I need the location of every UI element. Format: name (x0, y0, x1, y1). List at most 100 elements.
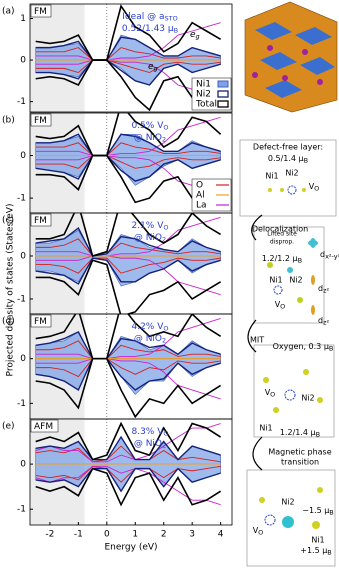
panel-label: (d) (2, 317, 15, 327)
y-tick-label: -1 (17, 399, 26, 409)
annotation-sub: O (163, 430, 168, 438)
diagram-text-sub: z² (323, 287, 329, 295)
x-tick-label: 0 (104, 530, 110, 540)
y-tick-label: 0 (20, 354, 26, 364)
panel (30, 314, 222, 419)
diagram-text-part: d (318, 284, 323, 293)
phase-label: AFM (34, 422, 53, 432)
diagram-text: Ni1 (265, 172, 278, 181)
diagram-text-sub: B (329, 509, 333, 517)
panel-label: (a) (2, 7, 15, 17)
diagram-text-part: 1.2/1.2 μ (262, 254, 298, 263)
y-tick-label: -1 (17, 294, 26, 304)
legend-swatch (217, 90, 229, 98)
diagram-text-sub: B (327, 549, 331, 557)
ni1-area (35, 229, 221, 257)
band-label-part: e (190, 30, 196, 40)
annotation: @ NiO2 (134, 133, 166, 144)
y-tick-label: -1 (17, 505, 26, 515)
legend-label: La (196, 201, 207, 211)
annotation-sub: O (163, 325, 168, 333)
dos-line (35, 113, 222, 157)
dos-line (35, 47, 221, 61)
dos-line (35, 467, 222, 507)
dos-line (35, 435, 221, 461)
annotation-part: 8.3% V (131, 427, 164, 437)
annotation-part: @ NiO (134, 439, 162, 449)
y-tick-label: 0 (20, 251, 26, 261)
dos-line (35, 213, 222, 257)
diagram-text: Ni2 (289, 276, 302, 285)
diagram-text: dz² (318, 284, 329, 295)
annotation: Ideal @ aSTO (122, 12, 177, 23)
annotation-part: @ NiO (134, 334, 162, 344)
dos-line (35, 154, 222, 204)
diagram-text-sub: x²-y² (325, 253, 339, 261)
annotation: 4.2% VO (131, 322, 168, 333)
diagram-text: VO (275, 300, 286, 311)
atoms (259, 185, 323, 529)
panel-label: (e) (2, 422, 15, 432)
band-label-part: e (148, 62, 154, 72)
y-tick-label: -1 (17, 97, 26, 107)
y-tick-label: 1 (20, 14, 26, 24)
diagram-text-part: V (253, 526, 259, 535)
dos-line (35, 330, 221, 360)
dos-line (35, 4, 222, 61)
annotation-part: 4.2% V (131, 322, 164, 332)
diagram-text-sub: B (304, 157, 308, 165)
dos-line (35, 59, 221, 74)
dos-line (35, 238, 221, 257)
annotation: 0.5% VO (131, 121, 168, 132)
diagram-text: Ni1 (259, 424, 272, 433)
band-label: eg (148, 62, 158, 73)
annotation-sub: B (174, 27, 178, 35)
panel-frame (29, 418, 233, 526)
diagram-text: Ni2 (281, 498, 294, 507)
annotation-part: 0.5% V (131, 121, 164, 131)
diagram-text: VO (265, 388, 276, 399)
y-tick-label: 0 (20, 460, 26, 470)
dos-line (35, 314, 222, 360)
diagram-text: Ni1 (269, 276, 282, 285)
diagram-text-sub: B (316, 431, 320, 439)
diagram-text-part: V (265, 388, 271, 397)
annotation-sub: STO (164, 15, 177, 23)
diagram-text: 1.2/1.4 μB (280, 428, 320, 439)
annotation-part: Ideal @ a (122, 12, 164, 22)
x-axis-label: Energy (eV) (104, 543, 157, 553)
diagram-text-part: Oxygen, 0.3 μ (273, 342, 329, 351)
dos-line (35, 358, 221, 400)
dos-line (35, 255, 221, 296)
x-tick-label: -2 (45, 530, 54, 540)
panel (30, 213, 222, 314)
diagram-arrows (247, 214, 263, 471)
legend-label: O (196, 181, 203, 191)
diagram-text-part: d (318, 316, 323, 325)
dos-line (35, 357, 221, 391)
legend-label: Total (195, 100, 217, 110)
diagram-text-part: 1.2/1.4 μ (280, 428, 316, 437)
legend-label: Ni1 (196, 80, 211, 90)
y-axis-label: Projected density of states (States/eV) (6, 204, 16, 377)
diagram-text: disprop. (270, 239, 294, 246)
annotation-sub: 2 (162, 337, 166, 345)
diagram-text: dz² (318, 316, 329, 327)
band-label: eg (190, 30, 200, 41)
dos-line (35, 318, 221, 360)
diagram-text: Ni1 (311, 536, 324, 545)
diagram-text: Delocalization (252, 225, 308, 234)
dos-line (35, 59, 222, 112)
dos-line (35, 116, 221, 157)
annotation-part: @ NiO (134, 233, 162, 243)
annotation-part: 2.1% V (131, 221, 164, 231)
y-tick-label: -1 (17, 194, 26, 204)
diagram-text-sub: O (258, 529, 263, 537)
diagram-text-part: V (309, 182, 315, 191)
panel (30, 419, 222, 525)
diagram-text-part: +1.5 μ (300, 546, 327, 555)
x-tick-label: 4 (218, 530, 224, 540)
dos-line (35, 133, 221, 157)
dos-line (35, 340, 221, 360)
